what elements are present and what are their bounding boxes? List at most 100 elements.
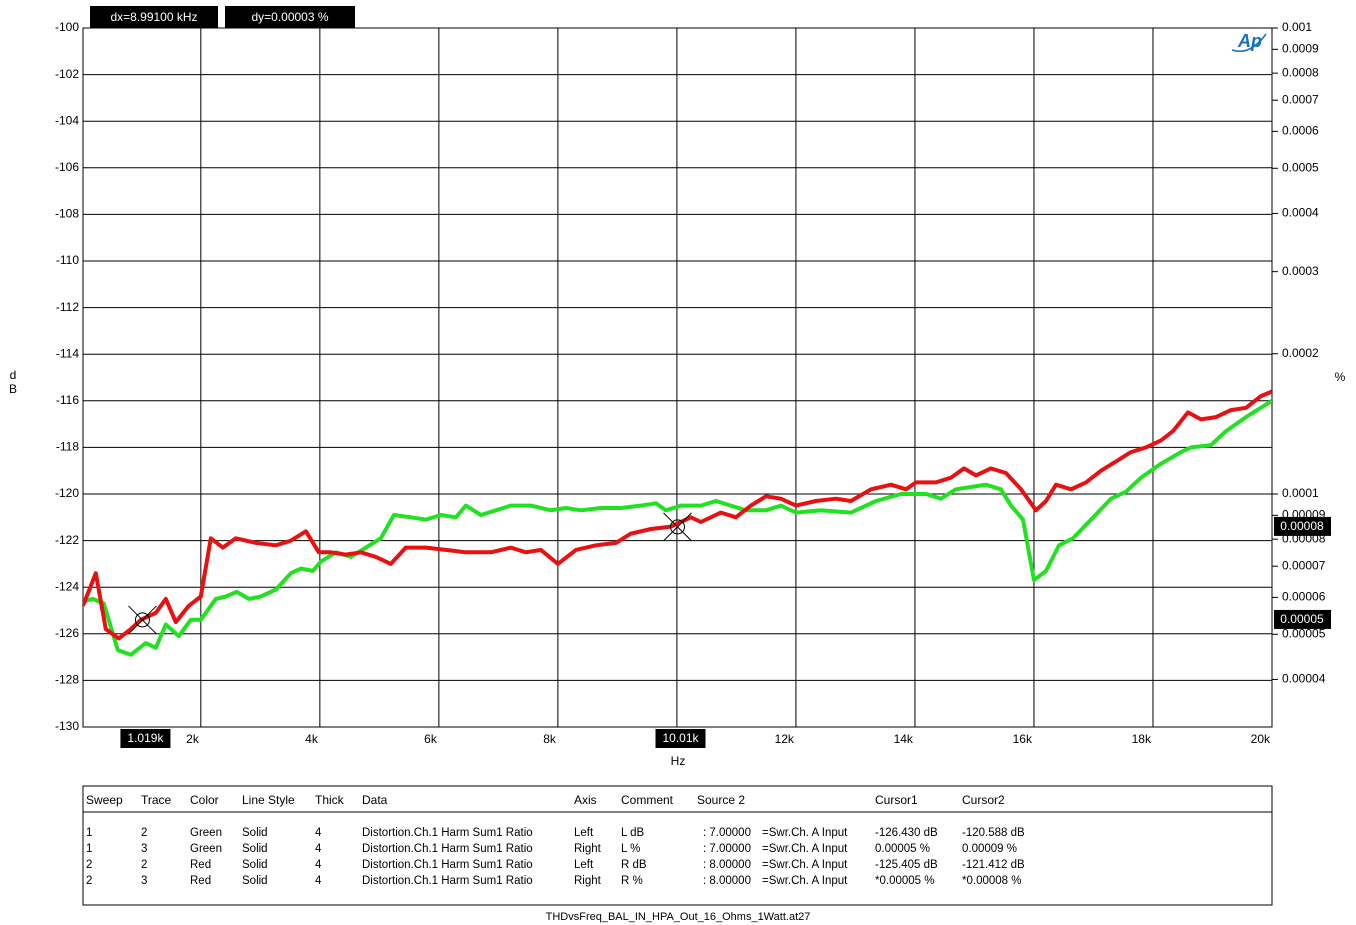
table-cell: 0.00009 %	[962, 843, 1017, 855]
table-cell: Solid	[242, 875, 268, 887]
y-tick-label: -100	[55, 20, 79, 34]
table-cell: Distortion.Ch.1 Harm Sum1 Ratio	[362, 875, 533, 887]
y2-tick-label: 0.0004	[1282, 206, 1319, 220]
y-tick-label: -118	[56, 440, 79, 454]
x-axis-label: Hz	[671, 754, 686, 768]
table-cell: Solid	[242, 843, 268, 855]
readout-dy: dy=0.00003 %	[251, 10, 328, 24]
y2-tick-label: 0.0007	[1282, 92, 1319, 106]
y2-axis-label: %	[1335, 370, 1346, 384]
y-tick-label: -126	[55, 626, 79, 640]
table-cell: L %	[621, 843, 640, 855]
cursor-marker	[134, 612, 150, 628]
y-tick-label: -108	[55, 207, 79, 221]
y2-tick-label: 0.00006	[1282, 590, 1326, 604]
x-tick-label: 6k	[424, 732, 438, 746]
table-cell: Green	[190, 827, 222, 839]
table-cell: -120.588 dB	[962, 827, 1025, 839]
table-cell: =Swr.Ch. A Input	[762, 843, 848, 855]
table-cell: L dB	[621, 827, 645, 839]
y-tick-label: -128	[55, 673, 79, 687]
y2-tick-label: 0.0009	[1282, 41, 1319, 55]
y-tick-label: -130	[55, 719, 79, 733]
y2-tick-label: 0.00004	[1282, 672, 1326, 686]
table-cell: 2	[141, 827, 147, 839]
y-tick-label: -116	[56, 393, 79, 407]
table-cell: Distortion.Ch.1 Harm Sum1 Ratio	[362, 843, 533, 855]
table-cell: Right	[574, 875, 602, 887]
readout-box	[90, 6, 218, 28]
table-cell: 1	[86, 843, 92, 855]
series-group	[83, 389, 1272, 657]
table-cell: Left	[574, 859, 594, 871]
y2-tick-label: 0.0008	[1282, 65, 1319, 79]
x-tick-label: 8k	[543, 732, 557, 746]
x-tick-label: 18k	[1132, 732, 1152, 746]
y-tick-label: -124	[55, 579, 79, 593]
y-tick-label: -106	[55, 160, 79, 174]
readout-box	[225, 6, 355, 28]
y2-tick-label: 0.0003	[1282, 264, 1319, 278]
y-tick-label: -120	[55, 486, 79, 500]
table-header: Comment	[621, 793, 674, 807]
table-cell: =Swr.Ch. A Input	[762, 875, 848, 887]
table-cell: 4	[315, 843, 322, 855]
table-cell: : 7.00000	[703, 827, 751, 839]
table-cell: 3	[141, 843, 147, 855]
cursor-marker	[670, 519, 685, 535]
table-cell: =Swr.Ch. A Input	[762, 827, 848, 839]
table-cell: R %	[621, 875, 643, 887]
x-tick-label: 16k	[1013, 732, 1033, 746]
table-cell: -125.405 dB	[875, 859, 938, 871]
y-tick-label: -122	[55, 533, 79, 547]
table-cell: 4	[315, 827, 322, 839]
table-cell: 2	[141, 859, 147, 871]
y-tick-label: -112	[56, 300, 79, 314]
cursor-x-box	[655, 729, 706, 748]
x-tick-label: 20k	[1251, 732, 1271, 746]
logo: Ap	[1237, 31, 1262, 51]
y2-tick-label: 0.0002	[1282, 346, 1319, 360]
table-cell: Solid	[242, 859, 268, 871]
table-cell: 1	[86, 827, 92, 839]
y2-tick-label: 0.00005	[1282, 626, 1326, 640]
plot-area	[82, 27, 1273, 728]
table-cell: =Swr.Ch. A Input	[762, 859, 848, 871]
y2-tick-label: 0.0001	[1282, 486, 1319, 500]
table-cell: *0.00005 %	[875, 875, 934, 887]
table-cell: : 8.00000	[703, 859, 751, 871]
table-cell: 2	[86, 859, 92, 871]
y2-tick-label: 0.001	[1282, 20, 1312, 34]
y2-tick-label: 0.0006	[1282, 124, 1319, 138]
table-cell: Green	[190, 843, 222, 855]
table-header: Thick	[315, 793, 345, 807]
table-header: Axis	[574, 793, 597, 807]
cursor-cross	[128, 605, 157, 635]
logo-swoosh	[1231, 33, 1267, 52]
table-header: Trace	[141, 793, 172, 807]
table-cell: Solid	[242, 827, 268, 839]
y2-tick-label: 0.00007	[1282, 558, 1326, 572]
cursor-cross	[663, 512, 692, 542]
x-tick-label: 14k	[894, 732, 914, 746]
table-cell: : 7.00000	[703, 843, 751, 855]
y-axis-label: dB	[8, 368, 17, 396]
readout-dx: dx=8.99100 kHz	[110, 10, 197, 24]
cursor-y2-box	[1274, 516, 1331, 536]
cursor-y2-box	[1274, 609, 1331, 629]
table-cell: *0.00008 %	[962, 875, 1021, 887]
y-tick-label: -102	[55, 67, 79, 81]
file-name: THDvsFreq_BAL_IN_HPA_Out_16_Ohms_1Watt.a…	[546, 911, 811, 923]
table-cell: 3	[141, 875, 147, 887]
table-cell: 0.00005 %	[875, 843, 930, 855]
y-tick-label: -114	[56, 346, 79, 360]
table-cell: Red	[190, 875, 211, 887]
series-line	[83, 389, 1272, 641]
table-cell: Distortion.Ch.1 Harm Sum1 Ratio	[362, 859, 533, 871]
series-line	[83, 399, 1272, 657]
table-header: Data	[362, 793, 388, 807]
table-cell: -121.412 dB	[962, 859, 1025, 871]
legend-table-box	[82, 785, 1273, 906]
